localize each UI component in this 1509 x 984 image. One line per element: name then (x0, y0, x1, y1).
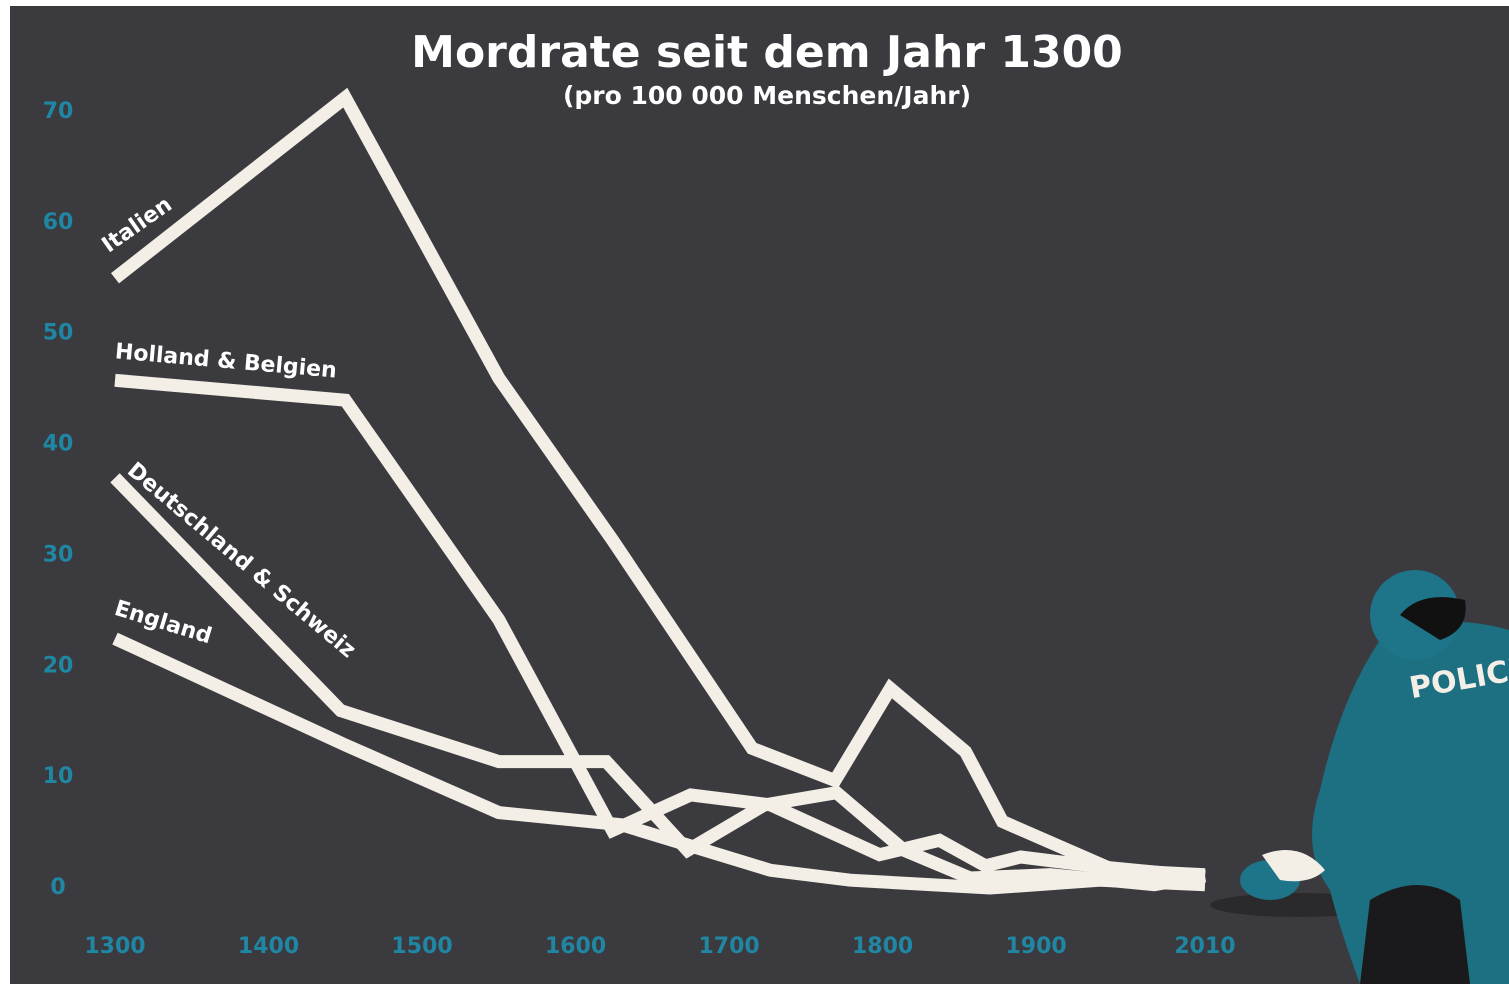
x-tick-label: 1300 (84, 934, 145, 959)
y-tick-label: 0 (50, 875, 65, 900)
x-tick-label: 1900 (1006, 934, 1067, 959)
y-tick-label: 40 (43, 432, 74, 457)
police-illustration: POLICE (1210, 570, 1509, 984)
series-line (110, 87, 1206, 882)
x-tick-label: 1600 (545, 934, 606, 959)
x-tick-label: 1700 (698, 934, 759, 959)
x-tick-label: 2010 (1174, 934, 1235, 959)
y-tick-label: 10 (43, 764, 74, 789)
chart-subtitle: (pro 100 000 Menschen/Jahr) (563, 81, 971, 110)
x-tick-label: 1800 (852, 934, 913, 959)
series-line (112, 632, 1206, 895)
y-tick-label: 30 (43, 542, 74, 567)
background (10, 6, 1509, 984)
series-line (114, 373, 1206, 884)
x-tick-label: 1500 (391, 934, 452, 959)
y-tick-label: 50 (43, 321, 74, 346)
y-tick-label: 60 (43, 210, 74, 235)
y-tick-label: 20 (43, 653, 74, 678)
x-tick-label: 1400 (238, 934, 299, 959)
y-tick-label: 70 (43, 99, 74, 124)
chart-title: Mordrate seit dem Jahr 1300 (411, 27, 1123, 78)
